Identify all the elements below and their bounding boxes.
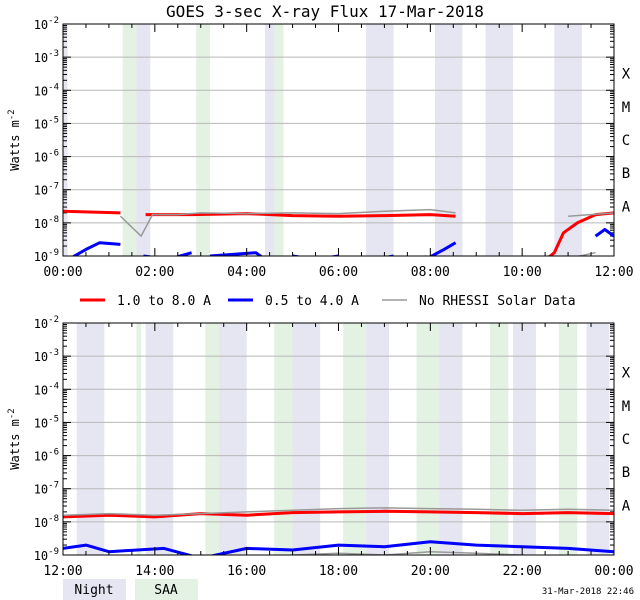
chart-panel-1: 10-2 10-3 10-4 10-5 10-6 10-7 10-8 10-9 X M C B A Wat…	[7, 16, 634, 280]
series-short-line	[209, 251, 264, 256]
y-tick-label: 10-7	[34, 182, 59, 198]
timestamp: 31-Mar-2018 22:46	[542, 587, 634, 597]
series-long-line	[145, 212, 456, 218]
night-band	[485, 24, 513, 256]
y-tick-label: 10-3	[34, 348, 59, 364]
x-tick-label: 08:00	[411, 265, 450, 280]
flare-class-label: M	[622, 100, 630, 116]
x-tick-label: 12:00	[594, 265, 633, 280]
y-tick-label: 10-5	[34, 414, 59, 430]
x-tick-label: 16:00	[227, 564, 266, 579]
y-axis-label: Watts m-2	[7, 408, 22, 469]
y-tick-label: 10-9	[34, 248, 59, 264]
series-rhessi-line	[192, 259, 215, 262]
saa-band	[558, 323, 578, 555]
y-tick-label: 10-6	[34, 149, 59, 165]
saa-legend-swatch	[135, 579, 198, 600]
saa-band	[490, 323, 509, 555]
night-legend-label: Night	[74, 583, 113, 598]
series-rhessi-line	[119, 208, 456, 237]
night-band	[439, 323, 463, 555]
series-short-line	[63, 540, 614, 555]
night-band	[434, 24, 463, 256]
y-tick-label: 10-2	[34, 16, 59, 32]
night-band	[63, 24, 68, 256]
saa-band	[196, 24, 210, 256]
flare-class-label: M	[622, 399, 630, 415]
y-tick-label: 10-2	[34, 315, 59, 331]
x-tick-label: 04:00	[227, 265, 266, 280]
x-tick-label: 12:00	[43, 564, 82, 579]
night-legend-swatch	[63, 579, 126, 600]
flare-class-label: A	[622, 199, 631, 215]
x-tick-label: 00:00	[43, 265, 82, 280]
series-legend: 1.0 to 8.0 A 0.5 to 4.0 A No RHESSI Solar …	[80, 294, 576, 309]
night-band	[366, 323, 390, 555]
night-band	[586, 323, 610, 555]
y-axis-label: Watts m-2	[7, 109, 22, 170]
flare-class-label: A	[622, 498, 631, 514]
x-tick-label: 06:00	[319, 265, 358, 280]
y-tick-label: 10-4	[34, 381, 59, 397]
legend-label-short: 0.5 to 4.0 A	[265, 294, 359, 309]
y-tick-label: 10-6	[34, 448, 59, 464]
flare-class-label: B	[622, 166, 630, 182]
chart-title: GOES 3-sec X-ray Flux 17-Mar-2018	[166, 2, 484, 21]
saa-band	[205, 323, 220, 555]
x-tick-label: 20:00	[411, 564, 450, 579]
x-tick-label: 14:00	[135, 564, 174, 579]
saa-legend-label: SAA	[154, 583, 178, 598]
night-band	[76, 323, 105, 555]
series-short-line	[71, 241, 121, 256]
night-band	[219, 323, 247, 555]
y-tick-label: 10-8	[34, 215, 59, 231]
series-long-line	[63, 509, 614, 519]
saa-band	[274, 24, 284, 256]
y-tick-label: 10-9	[34, 547, 59, 563]
y-tick-label: 10-8	[34, 514, 59, 530]
series-rhessi-line	[568, 212, 614, 217]
x-tick-label: 18:00	[319, 564, 358, 579]
saa-band	[122, 24, 137, 256]
legend-label-rhessi: No RHESSI Solar Data	[419, 294, 576, 309]
x-tick-label: 22:00	[503, 564, 542, 579]
y-tick-label: 10-3	[34, 49, 59, 65]
series-long-line	[63, 209, 121, 215]
flare-class-label: X	[622, 67, 631, 83]
flare-class-label: B	[622, 465, 630, 481]
night-band	[366, 24, 394, 256]
flare-class-label: C	[622, 432, 630, 448]
band-legend: Night SAA	[63, 579, 198, 600]
saa-band	[343, 323, 367, 555]
y-tick-label: 10-4	[34, 82, 59, 98]
x-tick-label: 10:00	[503, 265, 542, 280]
y-tick-label: 10-5	[34, 115, 59, 131]
night-band	[554, 24, 582, 256]
saa-band	[136, 323, 142, 555]
series-rhessi-line	[339, 259, 376, 262]
night-band	[136, 24, 151, 256]
saa-band	[274, 323, 293, 555]
flare-class-label: C	[622, 133, 630, 149]
series-short-line	[143, 251, 193, 256]
saa-band	[416, 323, 440, 555]
y-tick-label: 10-7	[34, 481, 59, 497]
x-tick-label: 00:00	[594, 564, 633, 579]
chart-panel-2: 10-2 10-3 10-4 10-5 10-6 10-7 10-8 10-9 X M C B A Wat…	[7, 315, 634, 579]
series-rhessi-line	[265, 255, 269, 256]
x-tick-label: 02:00	[135, 265, 174, 280]
night-band	[292, 323, 321, 555]
series-short-line	[594, 228, 614, 238]
flare-class-label: X	[622, 366, 631, 382]
legend-label-long: 1.0 to 8.0 A	[117, 294, 211, 309]
night-band	[512, 323, 536, 555]
night-band	[145, 323, 174, 555]
series-rhessi-line	[63, 507, 614, 516]
